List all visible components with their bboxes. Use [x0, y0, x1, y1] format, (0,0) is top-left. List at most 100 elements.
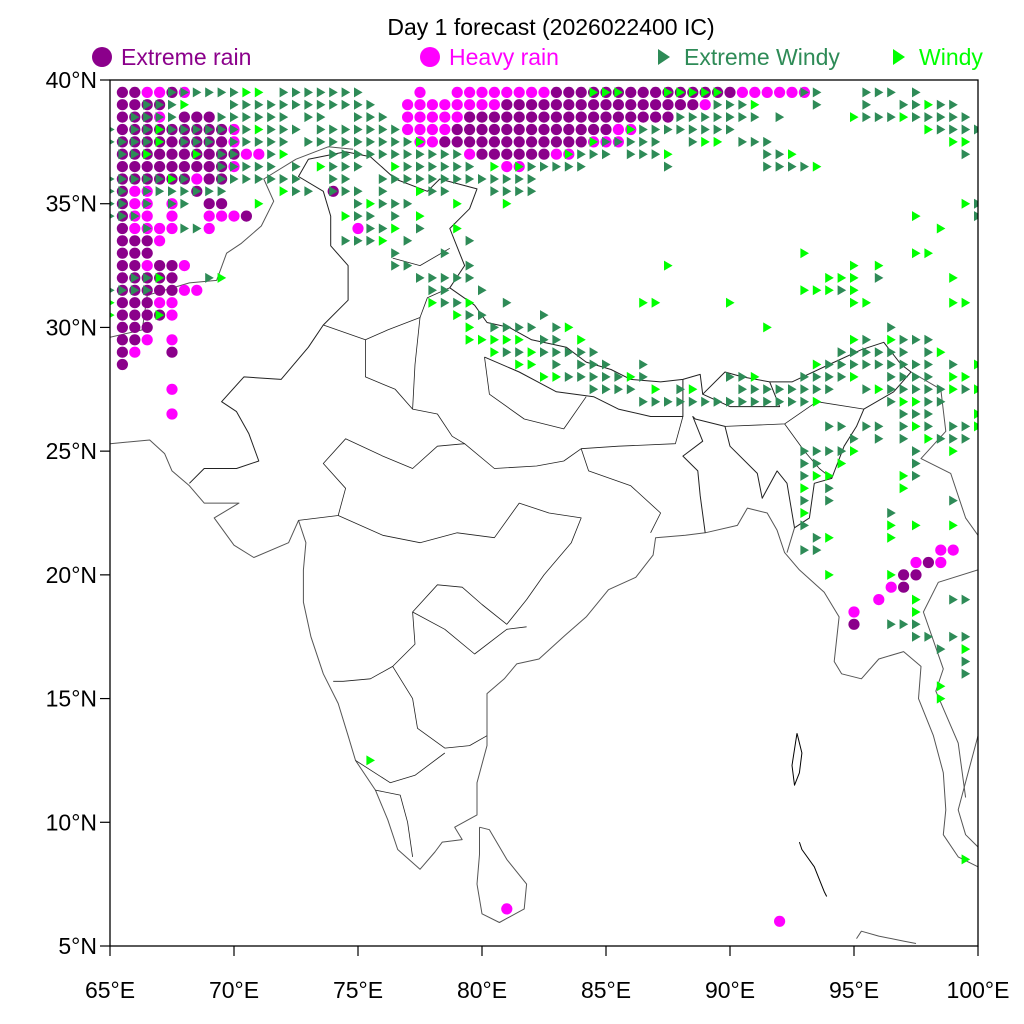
extreme-windy-marker [478, 310, 487, 321]
extreme-windy-marker [378, 198, 388, 209]
extreme-rain-marker [538, 99, 550, 111]
extreme-windy-marker [366, 223, 375, 234]
extreme-windy-marker [428, 285, 437, 296]
heavy-rain-marker [203, 210, 215, 222]
extreme-windy-marker [788, 161, 797, 172]
windy-marker [825, 470, 834, 481]
extreme-windy-marker [329, 174, 338, 184]
windy-marker [899, 396, 909, 407]
windy-marker [949, 272, 958, 283]
extreme-rain-marker [588, 123, 600, 136]
windy-marker [416, 186, 425, 197]
extreme-rain-marker [116, 235, 128, 247]
extreme-windy-marker [515, 347, 524, 358]
extreme-windy-marker [912, 631, 921, 642]
extreme-windy-marker [192, 124, 202, 135]
extreme-windy-marker [304, 99, 313, 110]
extreme-windy-marker [837, 347, 847, 358]
windy-marker [812, 359, 822, 370]
extreme-windy-marker [936, 433, 946, 444]
heavy-rain-marker [488, 99, 500, 111]
windy-marker [924, 433, 933, 444]
extreme-windy-marker [254, 99, 264, 110]
extreme-windy-marker [230, 112, 239, 123]
extreme-windy-marker [912, 359, 921, 370]
extreme-rain-marker [178, 148, 190, 160]
heavy-rain-marker [935, 544, 947, 556]
legend: Extreme rain Heavy rain Extreme Windy Wi… [92, 44, 983, 70]
extreme-windy-marker [540, 310, 549, 321]
extreme-windy-marker [341, 149, 351, 160]
extreme-windy-marker [230, 149, 239, 160]
afghanistan-china-border [295, 146, 354, 160]
extreme-windy-marker [230, 136, 239, 147]
extreme-windy-marker [713, 124, 723, 135]
extreme-windy-marker [688, 136, 698, 147]
y-tick-label: 40°N [46, 67, 97, 93]
extreme-windy-marker [552, 347, 561, 358]
heavy-rain-marker [402, 111, 414, 123]
extreme-windy-marker [552, 334, 561, 345]
extreme-windy-marker [887, 396, 896, 407]
windy-marker [688, 87, 698, 98]
extreme-windy-marker [924, 396, 933, 407]
coastline [110, 439, 978, 870]
extreme-windy-marker [354, 99, 363, 110]
extreme-rain-marker [166, 148, 178, 160]
extreme-windy-marker [862, 87, 871, 98]
extreme-rain-marker [451, 136, 463, 148]
extreme-rain-marker [129, 309, 141, 321]
extreme-windy-marker [242, 161, 251, 172]
extreme-windy-marker [180, 223, 189, 234]
extreme-windy-marker [515, 174, 524, 184]
extreme-windy-marker [440, 186, 450, 197]
extreme-rain-marker [910, 569, 922, 581]
extreme-windy-marker [354, 235, 363, 246]
extreme-windy-marker [428, 174, 437, 184]
windy-marker [961, 371, 971, 382]
windy-marker [416, 211, 425, 222]
extreme-rain-marker [116, 222, 128, 235]
extreme-windy-marker [180, 136, 189, 147]
extreme-windy-marker [217, 87, 227, 98]
extreme-rain-marker [724, 86, 736, 98]
extreme-windy-marker [391, 211, 400, 222]
windy-marker [912, 594, 921, 605]
extreme-windy-marker [837, 446, 847, 457]
heavy-rain-marker [129, 346, 141, 358]
extreme-rain-marker [178, 161, 190, 173]
windy-marker [552, 371, 561, 382]
extreme-windy-marker [912, 112, 921, 123]
windy-marker [664, 149, 673, 160]
extreme-windy-marker [403, 198, 413, 209]
extreme-windy-marker [292, 161, 301, 172]
extreme-windy-marker [230, 87, 239, 98]
extreme-windy-marker [168, 112, 177, 123]
extreme-windy-marker [750, 112, 760, 123]
extreme-windy-marker [279, 124, 289, 135]
extreme-windy-marker [292, 124, 301, 135]
extreme-windy-marker [738, 112, 747, 123]
extreme-rain-marker [501, 148, 513, 160]
extreme-windy-marker [192, 223, 202, 234]
extreme-windy-marker [267, 161, 276, 172]
extreme-windy-marker [961, 656, 971, 667]
extreme-rain-marker [141, 247, 153, 259]
extreme-rain-marker [129, 334, 141, 346]
extreme-windy-marker [316, 124, 326, 135]
windy-marker [949, 136, 958, 147]
y-tick-label: 15°N [46, 686, 97, 712]
extreme-rain-marker [637, 99, 649, 111]
extreme-rain-marker [129, 86, 141, 98]
windy-marker [416, 136, 425, 147]
extreme-windy-marker [155, 174, 165, 184]
extreme-windy-marker [552, 161, 561, 172]
extreme-windy-marker [738, 371, 747, 382]
extreme-windy-marker [110, 201, 115, 207]
heavy-rain-marker [736, 86, 749, 98]
extreme-rain-marker [550, 86, 563, 98]
extreme-windy-marker [825, 421, 834, 432]
extreme-windy-marker [924, 409, 933, 419]
heavy-rain-marker [191, 173, 203, 185]
